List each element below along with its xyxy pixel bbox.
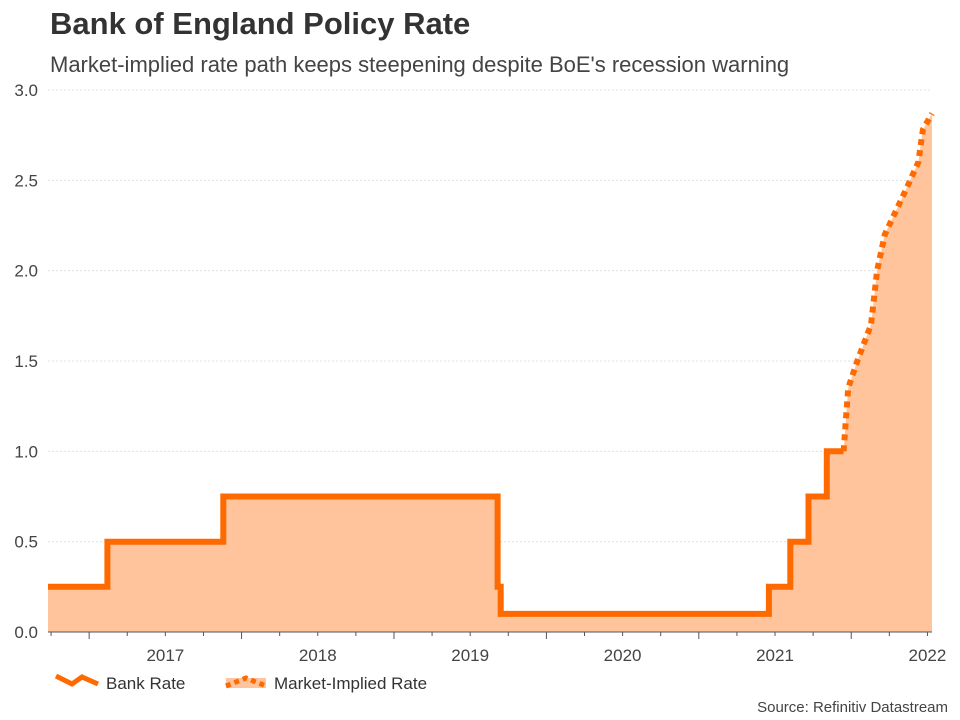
y-tick-label: 1.0: [14, 442, 38, 461]
x-tick-label: 2017: [146, 646, 184, 665]
x-tick-label: 2020: [604, 646, 642, 665]
x-tick-label: 2021: [756, 646, 794, 665]
bank-rate-line: [48, 448, 844, 617]
y-tick-label: 1.5: [14, 352, 38, 371]
source-note: Source: Refinitiv Datastream: [757, 699, 948, 716]
gridlines: [48, 89, 932, 543]
x-tick-label: 2018: [299, 646, 337, 665]
y-axis-ticks: 0.0 0.5 1.0 1.5 2.0 2.5 3.0: [14, 81, 38, 642]
x-axis-ticks: 2017 2018 2019 2020 2021 2022: [50, 632, 947, 665]
y-tick-label: 0.0: [14, 623, 38, 642]
chart-title: Bank of England Policy Rate: [50, 6, 471, 41]
rate-area-fill: [48, 113, 932, 632]
y-tick-label: 2.0: [14, 262, 38, 281]
y-tick-label: 3.0: [14, 81, 38, 100]
y-tick-label: 2.5: [14, 171, 38, 190]
y-tick-label: 0.5: [14, 533, 38, 552]
legend-market-implied-rate-label: Market-Implied Rate: [274, 674, 427, 693]
legend: Bank Rate Market-Implied Rate: [54, 673, 427, 693]
x-tick-label: 2019: [451, 646, 489, 665]
legend-bank-rate-label: Bank Rate: [106, 674, 185, 693]
legend-market-implied-area-swatch: [226, 678, 266, 688]
x-tick-label: 2022: [909, 646, 947, 665]
market-implied-rate-line: [840, 112, 935, 452]
legend-market-implied-rate-swatch: [225, 675, 267, 689]
legend-bank-rate-swatch: [54, 673, 100, 687]
chart-subtitle: Market-implied rate path keeps steepenin…: [50, 52, 790, 77]
